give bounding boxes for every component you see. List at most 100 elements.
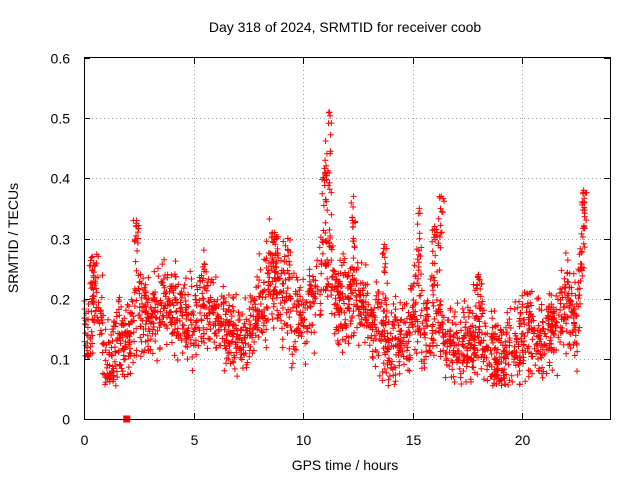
data-point xyxy=(289,360,296,367)
data-point xyxy=(488,350,495,357)
data-point xyxy=(452,321,459,328)
data-point xyxy=(351,243,358,250)
data-point xyxy=(132,258,139,265)
data-point xyxy=(203,312,210,319)
data-point xyxy=(297,312,304,319)
data-point xyxy=(211,298,218,305)
data-point xyxy=(422,313,429,320)
data-point xyxy=(538,301,545,308)
data-point xyxy=(332,276,339,283)
data-point xyxy=(265,282,272,289)
data-point xyxy=(221,367,228,374)
data-point xyxy=(538,354,545,361)
data-point xyxy=(558,267,565,274)
data-point xyxy=(404,331,411,338)
data-point xyxy=(356,306,363,313)
data-point xyxy=(318,270,325,277)
data-point xyxy=(324,293,331,300)
data-point xyxy=(99,340,106,347)
data-point xyxy=(383,313,390,320)
data-point xyxy=(444,317,451,324)
data-point xyxy=(341,300,348,307)
data-point xyxy=(520,316,527,323)
data-point xyxy=(272,274,279,281)
data-point xyxy=(362,261,369,268)
data-point xyxy=(573,300,580,307)
data-point xyxy=(520,354,527,361)
data-point xyxy=(125,303,132,310)
data-point xyxy=(508,372,515,379)
data-point xyxy=(223,308,230,315)
data-point xyxy=(500,355,507,362)
data-point xyxy=(528,302,535,309)
data-point xyxy=(237,347,244,354)
data-point xyxy=(106,378,113,385)
data-point xyxy=(91,312,98,319)
data-point xyxy=(516,381,523,388)
data-point xyxy=(183,333,190,340)
data-point xyxy=(193,282,200,289)
data-point xyxy=(337,257,344,264)
data-point xyxy=(118,303,125,310)
data-point xyxy=(280,238,287,245)
data-point xyxy=(92,274,99,281)
data-point xyxy=(253,284,260,291)
data-point xyxy=(95,317,102,324)
data-point xyxy=(560,341,567,348)
data-point xyxy=(221,294,228,301)
data-point xyxy=(576,292,583,299)
data-point xyxy=(164,274,171,281)
data-point xyxy=(479,345,486,352)
data-point xyxy=(460,335,467,342)
data-point xyxy=(286,314,293,321)
data-point xyxy=(192,292,199,299)
data-point xyxy=(381,268,388,275)
data-point xyxy=(458,381,465,388)
data-point xyxy=(350,308,357,315)
data-point xyxy=(498,350,505,357)
x-tick-label: 5 xyxy=(191,432,199,448)
data-point xyxy=(320,174,327,181)
data-point xyxy=(464,359,471,366)
data-point xyxy=(222,345,229,352)
data-point xyxy=(133,232,140,239)
data-point xyxy=(266,274,273,281)
data-point xyxy=(220,283,227,290)
data-point xyxy=(212,345,219,352)
data-point xyxy=(571,322,578,329)
data-point xyxy=(339,325,346,332)
data-point xyxy=(89,266,96,273)
data-point xyxy=(506,316,513,323)
data-point xyxy=(283,290,290,297)
data-point xyxy=(341,255,348,262)
data-point xyxy=(324,167,331,174)
data-point xyxy=(294,291,301,298)
data-point xyxy=(451,378,458,385)
data-point xyxy=(90,292,97,299)
data-point xyxy=(518,330,525,337)
data-point xyxy=(529,313,536,320)
data-point xyxy=(378,299,385,306)
y-tick-label: 0.3 xyxy=(51,232,71,248)
data-point xyxy=(391,381,398,388)
data-point xyxy=(509,378,516,385)
data-point xyxy=(322,157,329,164)
data-point xyxy=(296,302,303,309)
data-point xyxy=(518,320,525,327)
data-point xyxy=(489,382,496,389)
data-point xyxy=(534,327,541,334)
data-point xyxy=(139,303,146,310)
data-point xyxy=(112,320,119,327)
data-point xyxy=(409,304,416,311)
data-point xyxy=(199,290,206,297)
data-point xyxy=(205,335,212,342)
data-point xyxy=(152,314,159,321)
data-point xyxy=(174,325,181,332)
data-point xyxy=(506,337,513,344)
data-point xyxy=(477,286,484,293)
data-point xyxy=(381,307,388,314)
data-point xyxy=(328,287,335,294)
data-point xyxy=(558,289,565,296)
data-point xyxy=(579,272,586,279)
data-point xyxy=(557,339,564,346)
